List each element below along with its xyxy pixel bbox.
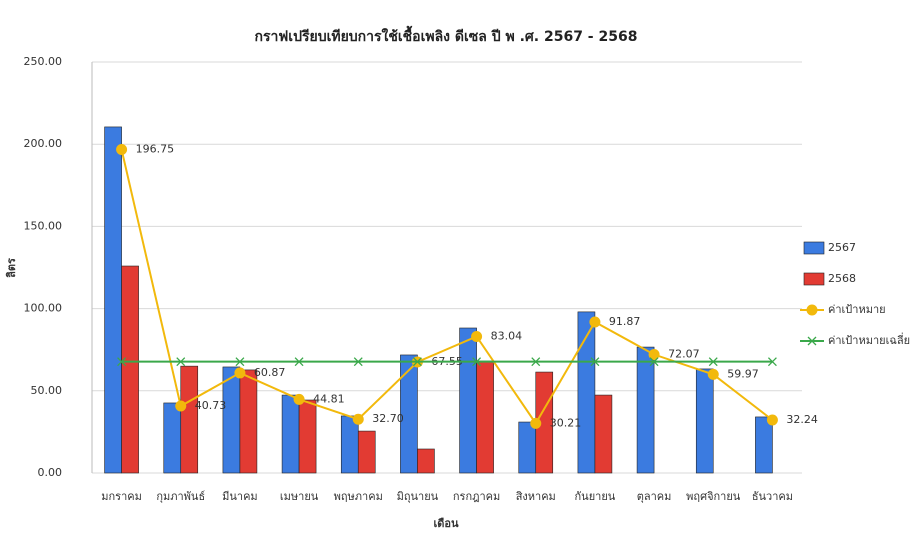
bar	[121, 265, 139, 474]
y-tick-label: 200.00	[24, 137, 63, 150]
data-label: 32.24	[786, 413, 818, 426]
x-axis-title: เดือน	[433, 517, 459, 530]
bar	[281, 394, 300, 474]
y-tick-label: 100.00	[24, 302, 63, 315]
bar	[695, 368, 714, 474]
bar	[104, 126, 122, 474]
legend-swatch	[803, 241, 825, 255]
bar	[476, 360, 494, 474]
y-tick-label: 50.00	[31, 384, 63, 397]
bar	[239, 369, 258, 474]
data-label: 83.04	[491, 329, 523, 342]
x-tick-label: มีนาคม	[222, 490, 258, 503]
marker	[176, 357, 186, 367]
marker	[708, 357, 718, 367]
y-tick-label: 250.00	[24, 55, 63, 68]
bar	[400, 354, 418, 474]
legend-label: ค่าเป้าหมายเฉลี่ย	[828, 332, 910, 347]
data-label: 72.07	[668, 348, 700, 361]
marker	[234, 367, 246, 379]
marker	[352, 413, 364, 425]
x-tick-label: พฤษภาคม	[334, 490, 383, 503]
data-label: 59.97	[727, 367, 759, 380]
bar	[755, 416, 773, 474]
bar	[340, 415, 359, 474]
data-label: 44.81	[313, 392, 345, 405]
marker	[293, 393, 305, 405]
y-tick-label: 0.00	[38, 466, 63, 479]
x-tick-label: ธันวาคม	[752, 490, 793, 503]
marker	[531, 357, 541, 367]
x-tick-label: เมษายน	[280, 490, 319, 503]
x-tick-label: กรกฎาคม	[453, 490, 500, 503]
marker	[589, 316, 601, 328]
marker	[648, 349, 660, 361]
legend-marker	[806, 304, 818, 316]
marker	[235, 357, 245, 367]
x-tick-label: พฤศจิกายน	[686, 490, 741, 503]
bar	[577, 311, 596, 474]
x-tick-label: สิงหาคม	[515, 490, 555, 503]
legend-label: 2568	[828, 272, 856, 285]
chart-title: กราฟเปรียบเทียบการใช้เชื้อเพลิง ดีเซล ปี…	[255, 25, 638, 45]
x-tick-label: กันยายน	[575, 490, 616, 503]
marker	[353, 357, 363, 367]
y-axis-title: ลิตร	[5, 258, 18, 278]
x-tick-label: กุมภาพันธ์	[156, 490, 205, 503]
line	[120, 149, 774, 426]
marker	[116, 144, 128, 156]
marker	[412, 357, 422, 367]
legend-label: ค่าเป้าหมาย	[828, 303, 886, 316]
marker	[294, 357, 304, 367]
data-label: 91.87	[609, 315, 641, 328]
data-label: 30.21	[550, 416, 582, 429]
marker	[530, 417, 542, 429]
bar	[459, 327, 477, 474]
marker	[707, 368, 719, 380]
x-tick-label: มิถุนายน	[397, 490, 439, 503]
y-tick-label: 150.00	[24, 219, 63, 232]
legend-label: 2567	[828, 241, 856, 254]
bar	[417, 448, 435, 474]
marker	[117, 357, 127, 367]
bar	[357, 430, 376, 474]
bar	[180, 365, 199, 474]
data-label: 40.73	[195, 399, 227, 412]
bar	[222, 366, 241, 474]
x-tick-label: มกราคม	[101, 490, 142, 503]
marker	[767, 357, 777, 367]
bar	[298, 399, 317, 474]
marker	[649, 357, 659, 367]
data-label: 60.87	[254, 366, 286, 379]
x-tick-label: ตุลาคม	[637, 490, 672, 503]
data-label: 32.70	[372, 412, 404, 425]
bar	[518, 421, 537, 474]
bar	[594, 394, 613, 474]
marker	[766, 414, 778, 426]
data-label: 196.75	[136, 143, 175, 156]
legend-swatch	[803, 272, 825, 286]
marker	[472, 357, 482, 367]
bar	[163, 402, 182, 474]
marker	[471, 330, 483, 342]
marker	[590, 357, 600, 367]
marker	[175, 400, 187, 412]
legend-marker	[807, 336, 817, 346]
bar	[636, 346, 655, 474]
